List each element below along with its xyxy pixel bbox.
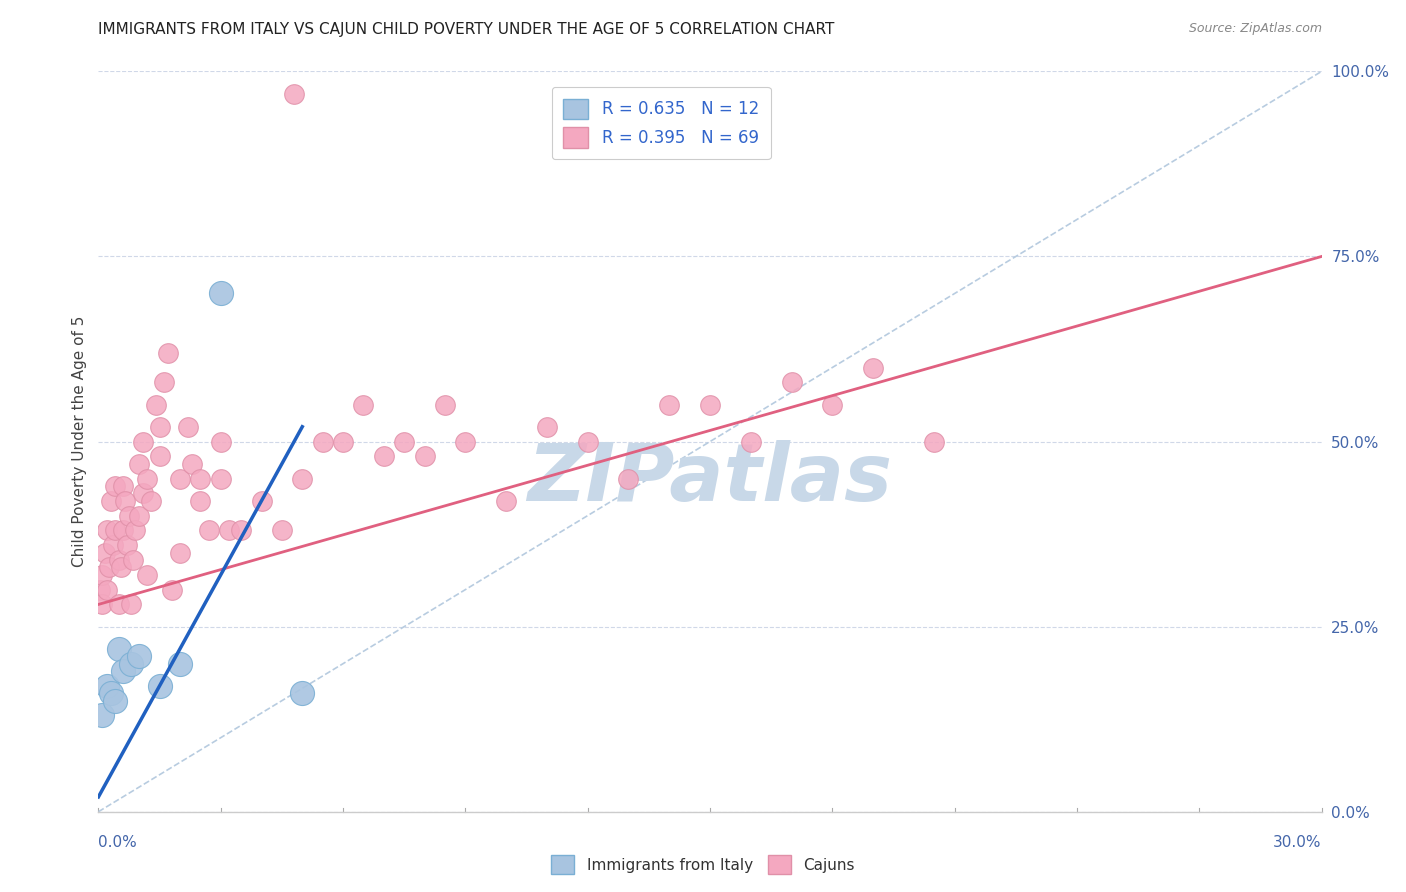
- Point: [91, 567, 114, 582]
- Point: [658, 398, 681, 412]
- Point: [780, 376, 803, 390]
- Point: [97, 560, 120, 574]
- Text: 0.0%: 0.0%: [98, 836, 138, 850]
- Point: [128, 457, 150, 471]
- Point: [209, 471, 232, 485]
- Point: [283, 87, 305, 101]
- Point: [740, 434, 762, 449]
- Point: [169, 657, 191, 671]
- Point: [124, 524, 146, 538]
- Point: [617, 471, 640, 485]
- Point: [104, 524, 127, 538]
- Y-axis label: Child Poverty Under the Age of 5: Child Poverty Under the Age of 5: [72, 316, 87, 567]
- Point: [136, 567, 159, 582]
- Point: [149, 679, 172, 693]
- Point: [108, 553, 131, 567]
- Point: [352, 398, 374, 412]
- Point: [132, 486, 155, 500]
- Point: [120, 598, 142, 612]
- Point: [862, 360, 884, 375]
- Point: [197, 524, 219, 538]
- Point: [111, 479, 134, 493]
- Point: [177, 419, 200, 434]
- Point: [136, 471, 159, 485]
- Point: [91, 598, 114, 612]
- Point: [110, 560, 132, 574]
- Point: [149, 419, 172, 434]
- Point: [536, 419, 558, 434]
- Legend: R = 0.635   N = 12, R = 0.395   N = 69: R = 0.635 N = 12, R = 0.395 N = 69: [551, 87, 770, 160]
- Point: [169, 546, 191, 560]
- Point: [209, 286, 232, 301]
- Text: 30.0%: 30.0%: [1274, 836, 1322, 850]
- Point: [128, 649, 150, 664]
- Point: [156, 345, 179, 359]
- Point: [115, 538, 138, 552]
- Point: [104, 694, 127, 708]
- Point: [100, 686, 122, 700]
- Legend: Immigrants from Italy, Cajuns: Immigrants from Italy, Cajuns: [546, 849, 860, 880]
- Point: [181, 457, 204, 471]
- Point: [270, 524, 294, 538]
- Point: [104, 479, 127, 493]
- Point: [96, 524, 118, 538]
- Point: [108, 598, 131, 612]
- Point: [96, 582, 118, 597]
- Point: [291, 471, 314, 485]
- Text: IMMIGRANTS FROM ITALY VS CAJUN CHILD POVERTY UNDER THE AGE OF 5 CORRELATION CHAR: IMMIGRANTS FROM ITALY VS CAJUN CHILD POV…: [98, 22, 835, 37]
- Point: [91, 708, 114, 723]
- Point: [291, 686, 314, 700]
- Point: [101, 538, 124, 552]
- Point: [699, 398, 721, 412]
- Point: [169, 471, 191, 485]
- Point: [114, 493, 136, 508]
- Point: [111, 524, 134, 538]
- Point: [128, 508, 150, 523]
- Point: [100, 493, 122, 508]
- Point: [576, 434, 599, 449]
- Text: Source: ZipAtlas.com: Source: ZipAtlas.com: [1188, 22, 1322, 36]
- Point: [413, 450, 436, 464]
- Point: [122, 553, 145, 567]
- Point: [132, 434, 155, 449]
- Point: [209, 434, 232, 449]
- Point: [495, 493, 517, 508]
- Point: [218, 524, 240, 538]
- Point: [120, 657, 142, 671]
- Point: [96, 679, 118, 693]
- Text: ZIPatlas: ZIPatlas: [527, 440, 893, 517]
- Point: [250, 493, 273, 508]
- Point: [118, 508, 141, 523]
- Point: [433, 398, 456, 412]
- Point: [108, 641, 131, 656]
- Point: [141, 493, 163, 508]
- Point: [821, 398, 844, 412]
- Point: [149, 450, 172, 464]
- Point: [231, 524, 253, 538]
- Point: [922, 434, 945, 449]
- Point: [152, 376, 174, 390]
- Point: [188, 493, 212, 508]
- Point: [454, 434, 477, 449]
- Point: [373, 450, 395, 464]
- Point: [89, 582, 111, 597]
- Point: [111, 664, 134, 678]
- Point: [145, 398, 167, 412]
- Point: [392, 434, 416, 449]
- Point: [188, 471, 212, 485]
- Point: [93, 546, 115, 560]
- Point: [332, 434, 354, 449]
- Point: [160, 582, 183, 597]
- Point: [312, 434, 335, 449]
